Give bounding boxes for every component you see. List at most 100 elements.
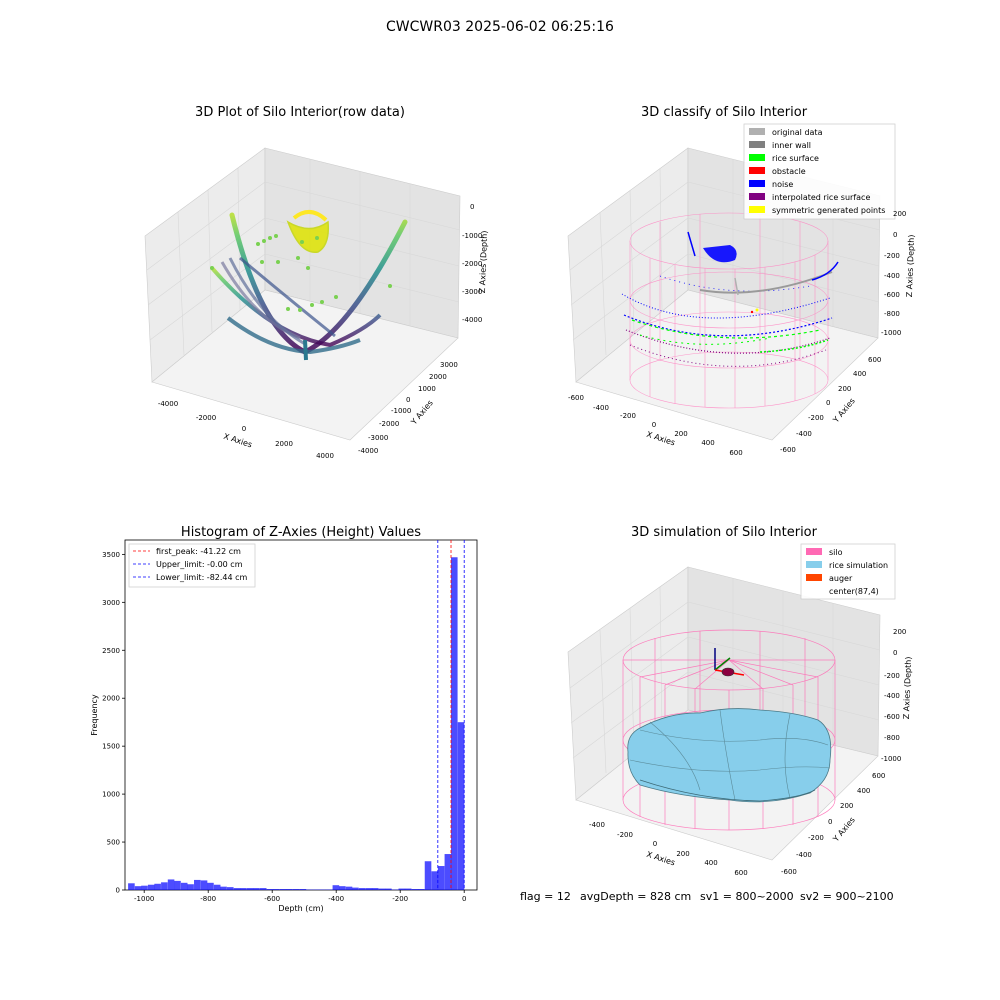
y-tick-label: -200	[808, 414, 824, 422]
histogram-bar	[418, 889, 425, 890]
y-tick-label: -2000	[379, 420, 399, 428]
legend-swatch	[749, 193, 765, 200]
histogram-bar	[385, 888, 392, 890]
auger-marker	[714, 648, 745, 677]
x-tick-label: 400	[704, 859, 717, 867]
histogram-bar	[266, 889, 274, 890]
legend-label: interpolated rice surface	[772, 193, 870, 202]
x-tick-label: 200	[676, 850, 689, 858]
z-tick-label: -3000	[462, 288, 482, 296]
y-tick-label: 0	[406, 396, 410, 404]
histogram-bar	[404, 888, 412, 890]
simulation-legend: silo rice simulation auger center(87,4)	[800, 543, 896, 600]
axes-box	[144, 147, 461, 441]
simulation-y-axis-label: Y Axies	[831, 815, 857, 844]
legend-label: Upper_limit: -0.00 cm	[156, 560, 243, 569]
histogram-bar	[398, 888, 406, 890]
histogram-bar	[174, 880, 181, 890]
panel-classify: 3D classify of Silo Interior	[567, 105, 916, 457]
panel-histogram: Histogram of Z-Axies (Height) Values -10…	[90, 525, 478, 913]
histogram-bar	[187, 884, 194, 890]
simulation-y-ticks: -600 -400 -200 0 200 400 600	[781, 772, 885, 876]
classify-x-axis-label: X Axies	[645, 430, 676, 448]
y-tick-label: 200	[838, 385, 851, 393]
panel-raw-title: 3D Plot of Silo Interior(row data)	[195, 105, 405, 120]
y-tick-label: 500	[107, 839, 120, 847]
legend-label: silo	[829, 548, 843, 557]
x-tick-label: -600	[264, 895, 280, 903]
y-tick-label: 0	[116, 887, 120, 895]
figure-suptitle: CWCWR03 2025-06-02 06:25:16	[386, 19, 614, 35]
x-tick-label: -400	[593, 404, 609, 412]
legend-label: first_peak: -41.22 cm	[156, 547, 241, 556]
histogram-y-axis-label: Frequency	[90, 694, 99, 736]
histogram-bar	[220, 886, 227, 890]
y-tick-label: 3000	[440, 361, 458, 369]
z-tick-label: 200	[893, 628, 906, 636]
sv2-text: sv2 = 900~2100	[800, 890, 894, 903]
y-tick-label: 400	[857, 787, 870, 795]
histogram-bar	[213, 884, 221, 890]
raw-z-axis-label: Z Axies (Depth)	[478, 230, 489, 293]
histogram-bar	[358, 888, 366, 890]
histogram-bar	[444, 854, 452, 890]
histogram-bar	[200, 880, 208, 890]
z-tick-label: -1000	[462, 232, 482, 240]
z-tick-label: -600	[884, 291, 900, 299]
histogram-bar	[292, 889, 300, 890]
classify-x-ticks: -600 -400 -200 0 200 400 600	[568, 394, 743, 457]
legend-label: symmetric generated points	[772, 206, 885, 215]
classify-points	[621, 231, 839, 367]
y-tick-label: -400	[796, 851, 812, 859]
raw-data-points	[210, 210, 408, 361]
simulation-z-axis-label: Z Axies (Depth)	[902, 656, 913, 719]
x-tick-label: -2000	[196, 414, 216, 422]
classify-legend: original data inner wall rice surface ob…	[743, 123, 896, 220]
histogram-bar	[141, 885, 148, 890]
legend-label: noise	[772, 180, 793, 189]
z-tick-label: -4000	[462, 316, 482, 324]
y-tick-label: 200	[840, 802, 853, 810]
histogram-bar	[233, 888, 241, 890]
histogram-bar	[246, 888, 254, 890]
x-tick-label: 0	[653, 840, 657, 848]
histogram-bar	[253, 888, 260, 890]
y-tick-label: -600	[780, 446, 796, 454]
x-tick-label: -400	[328, 895, 344, 903]
histogram-bar	[240, 888, 247, 890]
x-tick-label: -1000	[134, 895, 154, 903]
histogram-bar	[167, 879, 175, 890]
y-tick-label: -600	[781, 868, 797, 876]
status-footer: flag = 12 avgDepth = 828 cm sv1 = 800~20…	[520, 890, 894, 903]
z-tick-label: 0	[470, 203, 474, 211]
y-tick-label: 1500	[102, 743, 120, 751]
x-tick-label: 0	[242, 425, 246, 433]
histogram-bar	[279, 889, 287, 890]
histogram-bar	[207, 882, 214, 890]
x-tick-label: 600	[729, 449, 742, 457]
panel-simulation-title: 3D simulation of Silo Interior	[631, 525, 818, 540]
x-tick-label: 400	[701, 439, 714, 447]
histogram-bar	[259, 888, 267, 890]
y-tick-label: 0	[826, 399, 830, 407]
classify-z-ticks: 200 0 -200 -400 -600 -800 -1000	[881, 210, 906, 337]
histogram-bar	[154, 883, 161, 890]
classify-y-ticks: -600 -400 -200 0 200 400 600	[780, 356, 881, 454]
legend-swatch	[806, 548, 822, 555]
y-tick-label: -400	[796, 430, 812, 438]
simulation-x-ticks: -400 -200 0 200 400 600	[589, 821, 748, 877]
histogram-title: Histogram of Z-Axies (Height) Values	[181, 525, 421, 540]
x-tick-label: -200	[617, 831, 633, 839]
histogram-bar	[299, 889, 307, 890]
x-tick-label: -400	[589, 821, 605, 829]
histogram-bar	[332, 885, 340, 890]
classify-y-axis-label: Y Axies	[831, 396, 857, 425]
histogram-reference-lines	[437, 540, 465, 890]
classify-z-axis-label: Z Axies (Depth)	[905, 234, 916, 297]
legend-swatch	[749, 128, 765, 135]
histogram-bar	[352, 887, 359, 890]
legend-label: rice surface	[772, 154, 819, 163]
histogram-bar	[134, 886, 142, 890]
histogram-bar	[147, 884, 155, 890]
